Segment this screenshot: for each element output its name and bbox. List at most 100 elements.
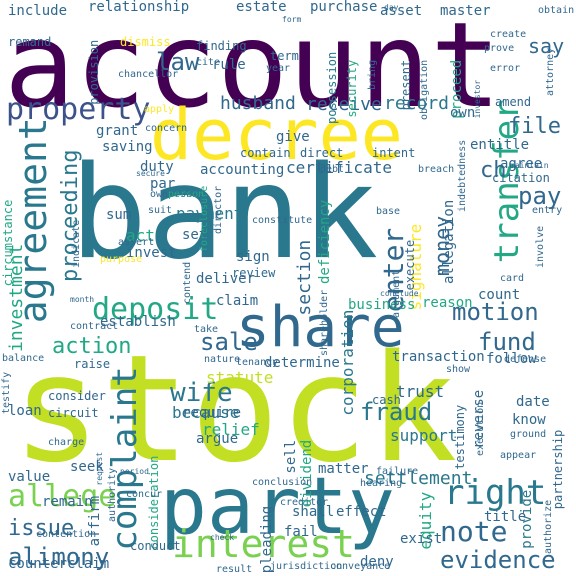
word-security: security: [345, 59, 359, 118]
word-involve: involve: [535, 225, 546, 268]
word-support: support: [390, 426, 458, 445]
word-rule: rule: [212, 57, 246, 73]
word-interest: interest: [172, 522, 356, 566]
word-stock: stock: [12, 323, 458, 495]
word-card: card: [500, 273, 525, 284]
word-fraud: fraud: [360, 398, 433, 426]
word-section: section: [294, 239, 315, 316]
word-raise: raise: [74, 357, 111, 371]
word-set: set: [182, 227, 208, 243]
word-wife: wife: [170, 378, 233, 408]
word-statute: statute: [206, 368, 274, 387]
word-indicate: indicate: [71, 219, 82, 268]
word-loan: loan: [8, 403, 42, 419]
word-act: act: [126, 226, 155, 245]
word-complaint: complaint: [105, 366, 145, 551]
word-conveyance: conveyance: [330, 561, 391, 572]
word-entitle: entitle: [470, 137, 530, 153]
word-alimony: alimony: [8, 543, 110, 571]
word-business: business: [348, 297, 416, 313]
word-balance: balance: [2, 353, 45, 364]
word-purchase: purchase: [310, 0, 378, 15]
word-deposit: deposit: [92, 292, 219, 327]
word-remand: remand: [8, 35, 52, 49]
word-count: count: [478, 287, 521, 303]
word-indebtedness: indebtedness: [457, 139, 468, 212]
word-create: create: [490, 29, 527, 40]
word-claim: claim: [216, 293, 259, 309]
word-appear: appear: [500, 450, 537, 461]
word-conclusion: conclusion: [252, 477, 313, 488]
word-authority: authority: [107, 467, 118, 522]
word-husband: husband: [220, 93, 296, 114]
word-saving: saving: [102, 139, 153, 155]
word-apply: apply: [144, 104, 175, 115]
word-share: share: [236, 295, 405, 360]
word-finding: finding: [196, 39, 247, 53]
word-own: own: [450, 105, 476, 121]
word-prove: prove: [484, 43, 515, 54]
word-par: par: [150, 176, 176, 192]
word-counterclaim: counterclaim: [8, 556, 110, 572]
word-hearing: hearing: [360, 478, 403, 489]
word-circumstance: circumstance: [1, 199, 15, 287]
word-person: person: [168, 189, 205, 200]
word-effect: effect: [336, 504, 387, 520]
word-know: know: [512, 412, 546, 428]
word-contention: contention: [36, 529, 97, 540]
word-period: period: [120, 467, 149, 476]
word-maintain: maintain: [510, 161, 549, 170]
word-ownership: ownership: [150, 189, 205, 200]
word-motion: motion: [452, 298, 539, 326]
word-pay: pay: [518, 182, 562, 210]
word-request: request: [95, 451, 104, 486]
word-investor: investor: [473, 79, 482, 119]
word-account: account: [4, 0, 502, 134]
word-authorize: authorize: [543, 499, 554, 554]
word-trust: trust: [396, 382, 445, 401]
word-obligation: obligation: [419, 59, 430, 120]
word-concur: concur: [126, 489, 163, 500]
word-value: value: [8, 469, 51, 485]
word-citation: citation: [492, 171, 550, 185]
word-base: base: [376, 206, 401, 217]
word-remain: remain: [42, 494, 93, 510]
word-invest: invest: [126, 245, 177, 261]
word-take: take: [194, 324, 219, 335]
word-consider: consider: [48, 389, 106, 403]
word-agree: agree: [500, 156, 543, 172]
word-amend: amend: [495, 95, 532, 109]
word-reason: reason: [422, 295, 473, 311]
word-director: director: [213, 185, 224, 234]
word-circuit: circuit: [48, 406, 99, 420]
word-determine: determine: [264, 355, 340, 371]
word-deliver: deliver: [196, 271, 256, 287]
word-dismiss: dismiss: [120, 35, 171, 49]
word-shareholder: shareholder: [319, 289, 330, 356]
word-purpose: purpose: [100, 254, 143, 265]
word-creditor: creditor: [280, 497, 329, 508]
word-allege: allege: [8, 479, 117, 514]
word-conclude: conclude: [380, 289, 419, 298]
word-result: result: [216, 564, 253, 575]
word-file: file: [508, 114, 561, 139]
word-action: action: [52, 334, 132, 359]
word-contract: contract: [70, 321, 119, 332]
word-breach: breach: [418, 164, 455, 175]
word-partnership: partnership: [551, 429, 565, 510]
word-right: right: [444, 473, 547, 513]
word-charge: charge: [48, 437, 85, 448]
word-follow: follow: [486, 351, 537, 367]
word-bank: bank: [70, 139, 379, 288]
word-form: form: [282, 15, 302, 24]
word-receive: receive: [306, 94, 382, 115]
word-asset: asset: [380, 3, 423, 19]
word-present: present: [399, 59, 413, 111]
word-review: review: [232, 266, 276, 280]
word-note: note: [440, 515, 508, 548]
word-constitute: constitute: [252, 215, 313, 226]
word-testimony: testimony: [453, 404, 467, 470]
word-certificate: certificate: [286, 158, 392, 177]
word-relief: relief: [202, 420, 260, 439]
